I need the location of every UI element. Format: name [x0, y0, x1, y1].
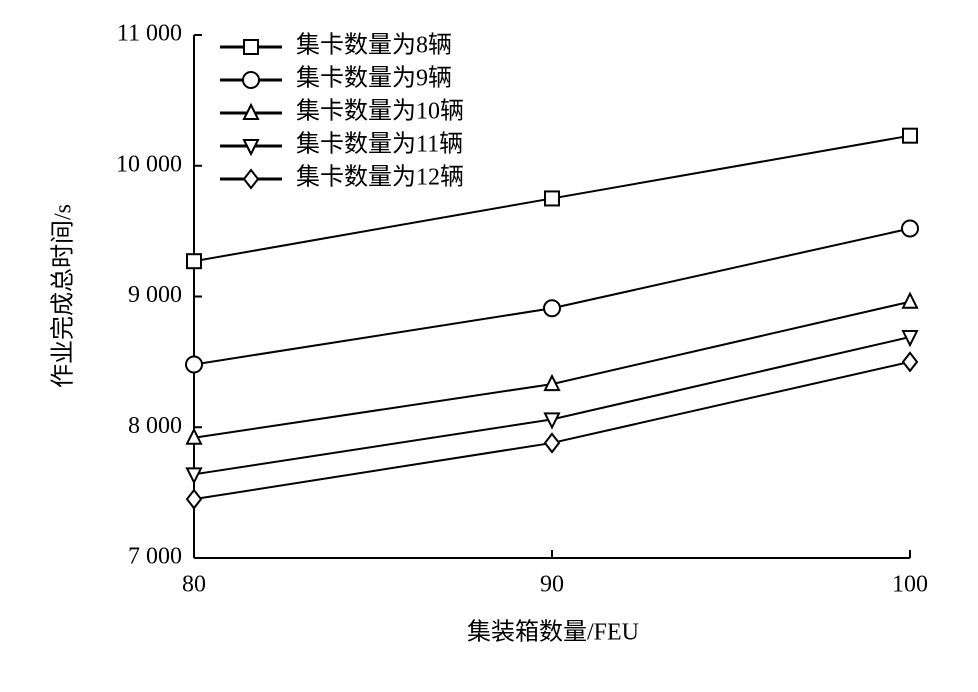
y-tick-label: 11 000 — [117, 21, 182, 47]
x-tick-label: 100 — [892, 572, 928, 598]
series-line — [193, 227, 911, 366]
y-axis-label: 作业完成总时间/s — [50, 204, 77, 388]
marker — [242, 71, 260, 89]
legend-label: 集卡数量为10辆 — [296, 98, 464, 125]
marker — [242, 102, 260, 120]
y-tick-label: 7 000 — [128, 544, 182, 570]
marker — [902, 127, 918, 144]
marker — [185, 427, 203, 445]
marker — [901, 219, 919, 238]
marker — [185, 467, 203, 485]
y-tick-label: 8 000 — [128, 413, 182, 439]
series-line — [193, 336, 911, 476]
marker — [242, 139, 260, 157]
marker — [901, 351, 919, 373]
y-tick-label: 9 000 — [128, 282, 182, 308]
marker — [185, 355, 203, 374]
marker — [243, 39, 259, 55]
marker — [186, 253, 202, 270]
marker — [543, 373, 561, 392]
marker — [543, 299, 561, 318]
x-tick-label: 90 — [540, 572, 564, 598]
legend-label: 集卡数量为11辆 — [296, 131, 463, 158]
legend-label: 集卡数量为8辆 — [296, 32, 452, 59]
x-tick-label: 80 — [182, 572, 206, 598]
x-axis-label: 集装箱数量/FEU — [467, 619, 639, 646]
marker — [901, 291, 919, 309]
marker — [185, 488, 203, 510]
marker — [543, 432, 561, 454]
y-tick-label: 10 000 — [116, 151, 182, 177]
legend-label: 集卡数量为9辆 — [296, 65, 452, 92]
marker — [901, 330, 919, 348]
legend-label: 集卡数量为12辆 — [296, 164, 464, 191]
marker — [543, 412, 561, 430]
marker — [242, 168, 260, 190]
marker — [544, 190, 560, 207]
